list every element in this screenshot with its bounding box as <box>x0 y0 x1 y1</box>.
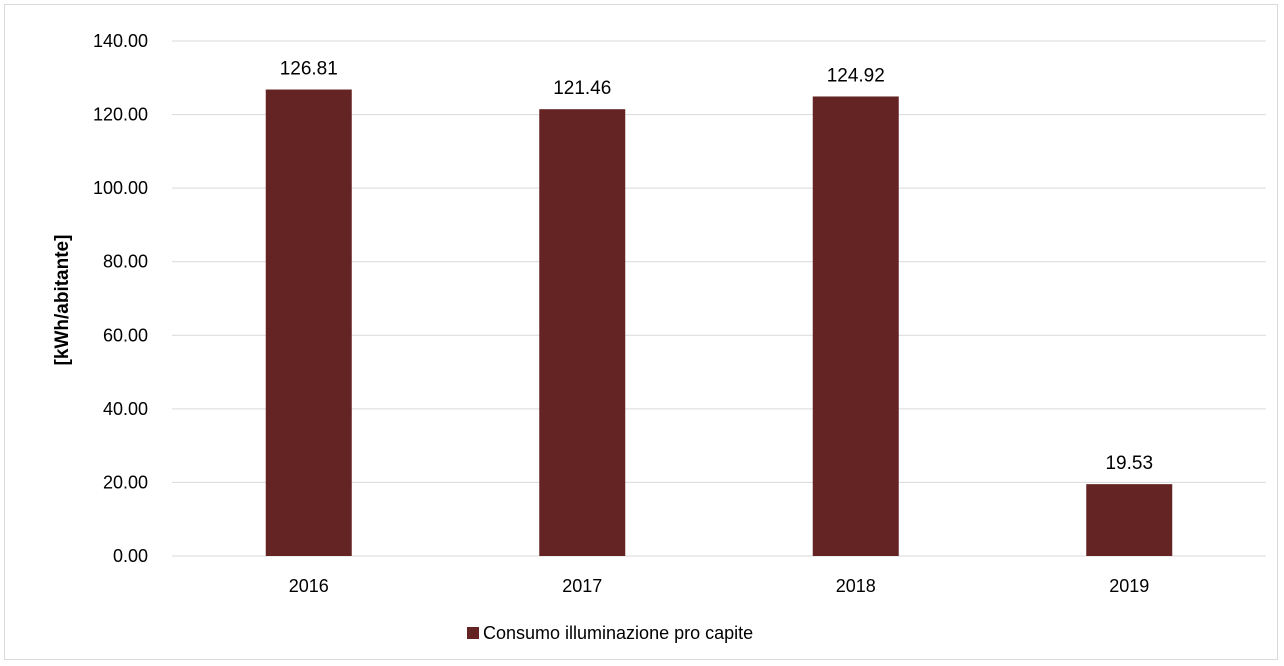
legend-swatch <box>467 627 479 639</box>
x-tick-label-2016: 2016 <box>289 576 329 596</box>
data-label-2018: 124.92 <box>827 65 885 86</box>
data-labels: 126.81 121.46 124.92 19.53 <box>280 59 1153 475</box>
data-label-2016: 126.81 <box>280 59 338 80</box>
y-tick-label: 40.00 <box>103 399 148 419</box>
legend: Consumo illuminazione pro capite <box>467 623 753 643</box>
bars <box>265 89 1173 557</box>
data-label-2017: 121.46 <box>553 78 611 99</box>
y-tick-label: 120.00 <box>93 105 148 125</box>
bar-2016 <box>265 89 352 556</box>
bar-2018 <box>812 96 899 557</box>
x-tick-label-2019: 2019 <box>1109 576 1149 596</box>
x-tick-label-2018: 2018 <box>836 576 876 596</box>
gridlines <box>172 40 1266 557</box>
y-tick-label: 20.00 <box>103 472 148 492</box>
x-axis-tick-labels: 2016 2017 2018 2019 <box>289 576 1150 596</box>
y-tick-label: 0.00 <box>113 546 148 566</box>
y-tick-label: 100.00 <box>93 178 148 198</box>
y-axis-tick-labels: 0.00 20.00 40.00 60.00 80.00 100.00 120.00 140.… <box>93 31 148 566</box>
y-axis-title: [kWh/abitante] <box>52 235 73 366</box>
legend-label: Consumo illuminazione pro capite <box>483 623 753 643</box>
bar-2019 <box>1086 484 1173 556</box>
data-label-2019: 19.53 <box>1105 453 1153 474</box>
x-tick-label-2017: 2017 <box>562 576 602 596</box>
chart-frame <box>4 4 1278 660</box>
y-tick-label: 60.00 <box>103 325 148 345</box>
y-tick-label: 140.00 <box>93 31 148 51</box>
y-tick-label: 80.00 <box>103 252 148 272</box>
bar-2017 <box>539 109 626 556</box>
